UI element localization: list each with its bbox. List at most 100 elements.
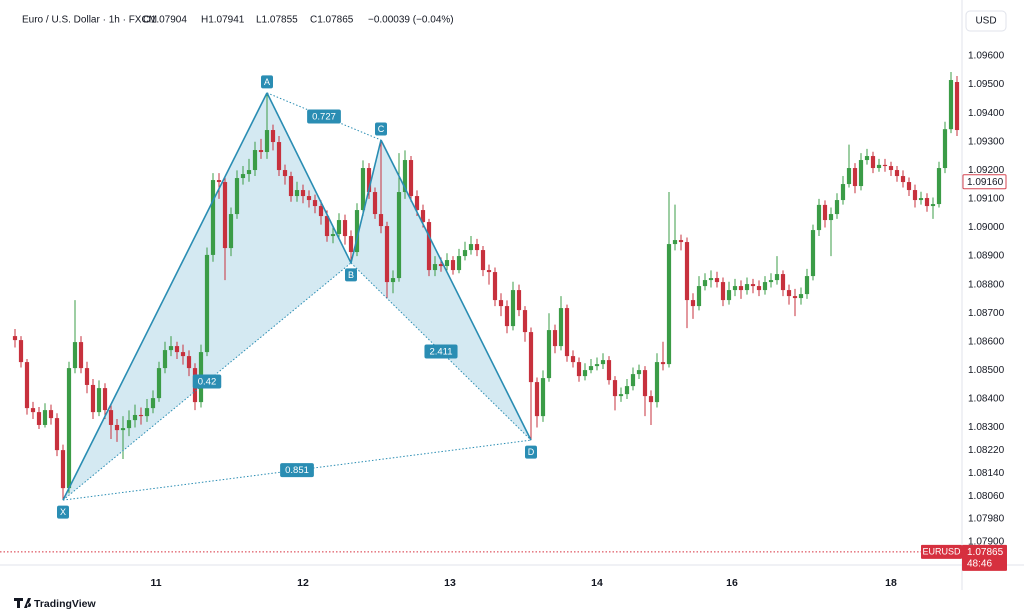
- bar-countdown: 48:46: [967, 558, 992, 569]
- candle-body: [768, 280, 774, 283]
- pattern-leg: [62, 92, 268, 501]
- candle-body: [420, 210, 426, 223]
- candle-body: [906, 182, 912, 191]
- candle-body: [900, 176, 906, 183]
- price-marker-box: [962, 174, 1007, 190]
- x-tick-label: 13: [444, 577, 456, 589]
- candle-body: [258, 150, 264, 153]
- candle-body: [12, 336, 18, 341]
- candle-body: [204, 254, 210, 353]
- candle-body: [42, 410, 48, 425]
- candle-body: [438, 264, 444, 267]
- currency-label[interactable]: USD: [975, 16, 996, 27]
- candle-body: [366, 168, 372, 193]
- candle-body: [750, 284, 756, 287]
- candle-body: [618, 394, 624, 397]
- candle-body: [96, 388, 102, 413]
- candle-body: [726, 290, 732, 301]
- candle-body: [642, 370, 648, 397]
- candle-body: [150, 398, 156, 409]
- candle-body: [270, 130, 276, 143]
- candle-body: [636, 370, 642, 375]
- candle-body: [486, 270, 492, 273]
- pattern-fill: [351, 140, 531, 441]
- candle-body: [474, 244, 480, 251]
- candle-body: [828, 214, 834, 221]
- candle-body: [714, 278, 720, 283]
- candle-body: [684, 242, 690, 301]
- currency-button[interactable]: [965, 10, 1007, 32]
- pattern-point-label: B: [348, 270, 354, 280]
- candle-body: [582, 370, 588, 377]
- candle-body: [186, 356, 192, 369]
- symbol-label: EURUSD: [922, 547, 961, 557]
- pattern-point-label: A: [264, 77, 270, 87]
- pattern-leg: [266, 92, 352, 264]
- candle-body: [672, 240, 678, 245]
- candle-body: [456, 256, 462, 271]
- candle-body: [492, 272, 498, 301]
- ohlc-low: L1.07855: [256, 15, 298, 26]
- y-tick-label: 1.07980: [968, 514, 1005, 525]
- candle-body: [570, 356, 576, 363]
- pattern-ratio-label: 0.727: [312, 111, 336, 122]
- candle-body: [882, 164, 888, 167]
- pattern-ratio-line: [266, 92, 382, 141]
- candle-body: [102, 388, 108, 411]
- candle-body: [786, 290, 792, 297]
- candle-body: [648, 396, 654, 403]
- candle-body: [348, 236, 354, 253]
- candle-body: [594, 364, 600, 367]
- pattern-ratio-box: [192, 374, 222, 389]
- candle-body: [426, 222, 432, 271]
- candle-body: [834, 200, 840, 215]
- candle-body: [600, 360, 606, 365]
- candle-body: [324, 216, 330, 237]
- chart-title: Euro / U.S. Dollar · 1h · FXCM: [22, 15, 157, 26]
- candle-body: [870, 156, 876, 169]
- candle-body: [738, 286, 744, 291]
- candle-body: [408, 160, 414, 197]
- candle-body: [84, 368, 90, 385]
- y-tick-label: 1.08800: [968, 279, 1005, 290]
- candle-body: [264, 130, 270, 153]
- candle-body: [924, 198, 930, 207]
- candle-body: [918, 198, 924, 201]
- candle-body: [240, 174, 246, 179]
- candle-body: [390, 278, 396, 283]
- pattern-ratio-box: [280, 463, 314, 478]
- candle-body: [810, 230, 816, 277]
- y-tick-label: 1.09100: [968, 194, 1005, 205]
- candle-body: [528, 332, 534, 383]
- candle-body: [774, 274, 780, 281]
- ohlc-high: H1.07941: [201, 15, 245, 26]
- y-tick-label: 1.08220: [968, 445, 1005, 456]
- candle-body: [588, 366, 594, 371]
- pattern-leg: [380, 139, 532, 441]
- candle-body: [930, 204, 936, 207]
- candle-body: [384, 226, 390, 283]
- candle-body: [510, 290, 516, 327]
- pattern-ratio-label: 0.851: [285, 465, 309, 476]
- candle-body: [372, 192, 378, 215]
- candle-body: [246, 170, 252, 175]
- candle-body: [18, 340, 24, 363]
- y-tick-label: 1.08060: [968, 491, 1005, 502]
- candle-body: [912, 190, 918, 201]
- y-tick-label: 1.07900: [968, 536, 1005, 547]
- candle-body: [276, 142, 282, 171]
- candle-body: [132, 414, 138, 421]
- candle-body: [504, 306, 510, 327]
- pattern-point-box: [375, 122, 387, 136]
- brand-name: TradingView: [34, 598, 96, 610]
- pattern-point-box: [261, 75, 273, 89]
- candle-body: [48, 410, 54, 419]
- candle-body: [228, 214, 234, 249]
- pattern-ratio-label: 0.42: [198, 377, 217, 388]
- candle-body: [252, 150, 258, 171]
- candle-body: [162, 350, 168, 369]
- x-tick-label: 14: [591, 577, 603, 589]
- candle-body: [624, 386, 630, 395]
- pattern-leg: [350, 139, 382, 264]
- candle-body: [702, 280, 708, 287]
